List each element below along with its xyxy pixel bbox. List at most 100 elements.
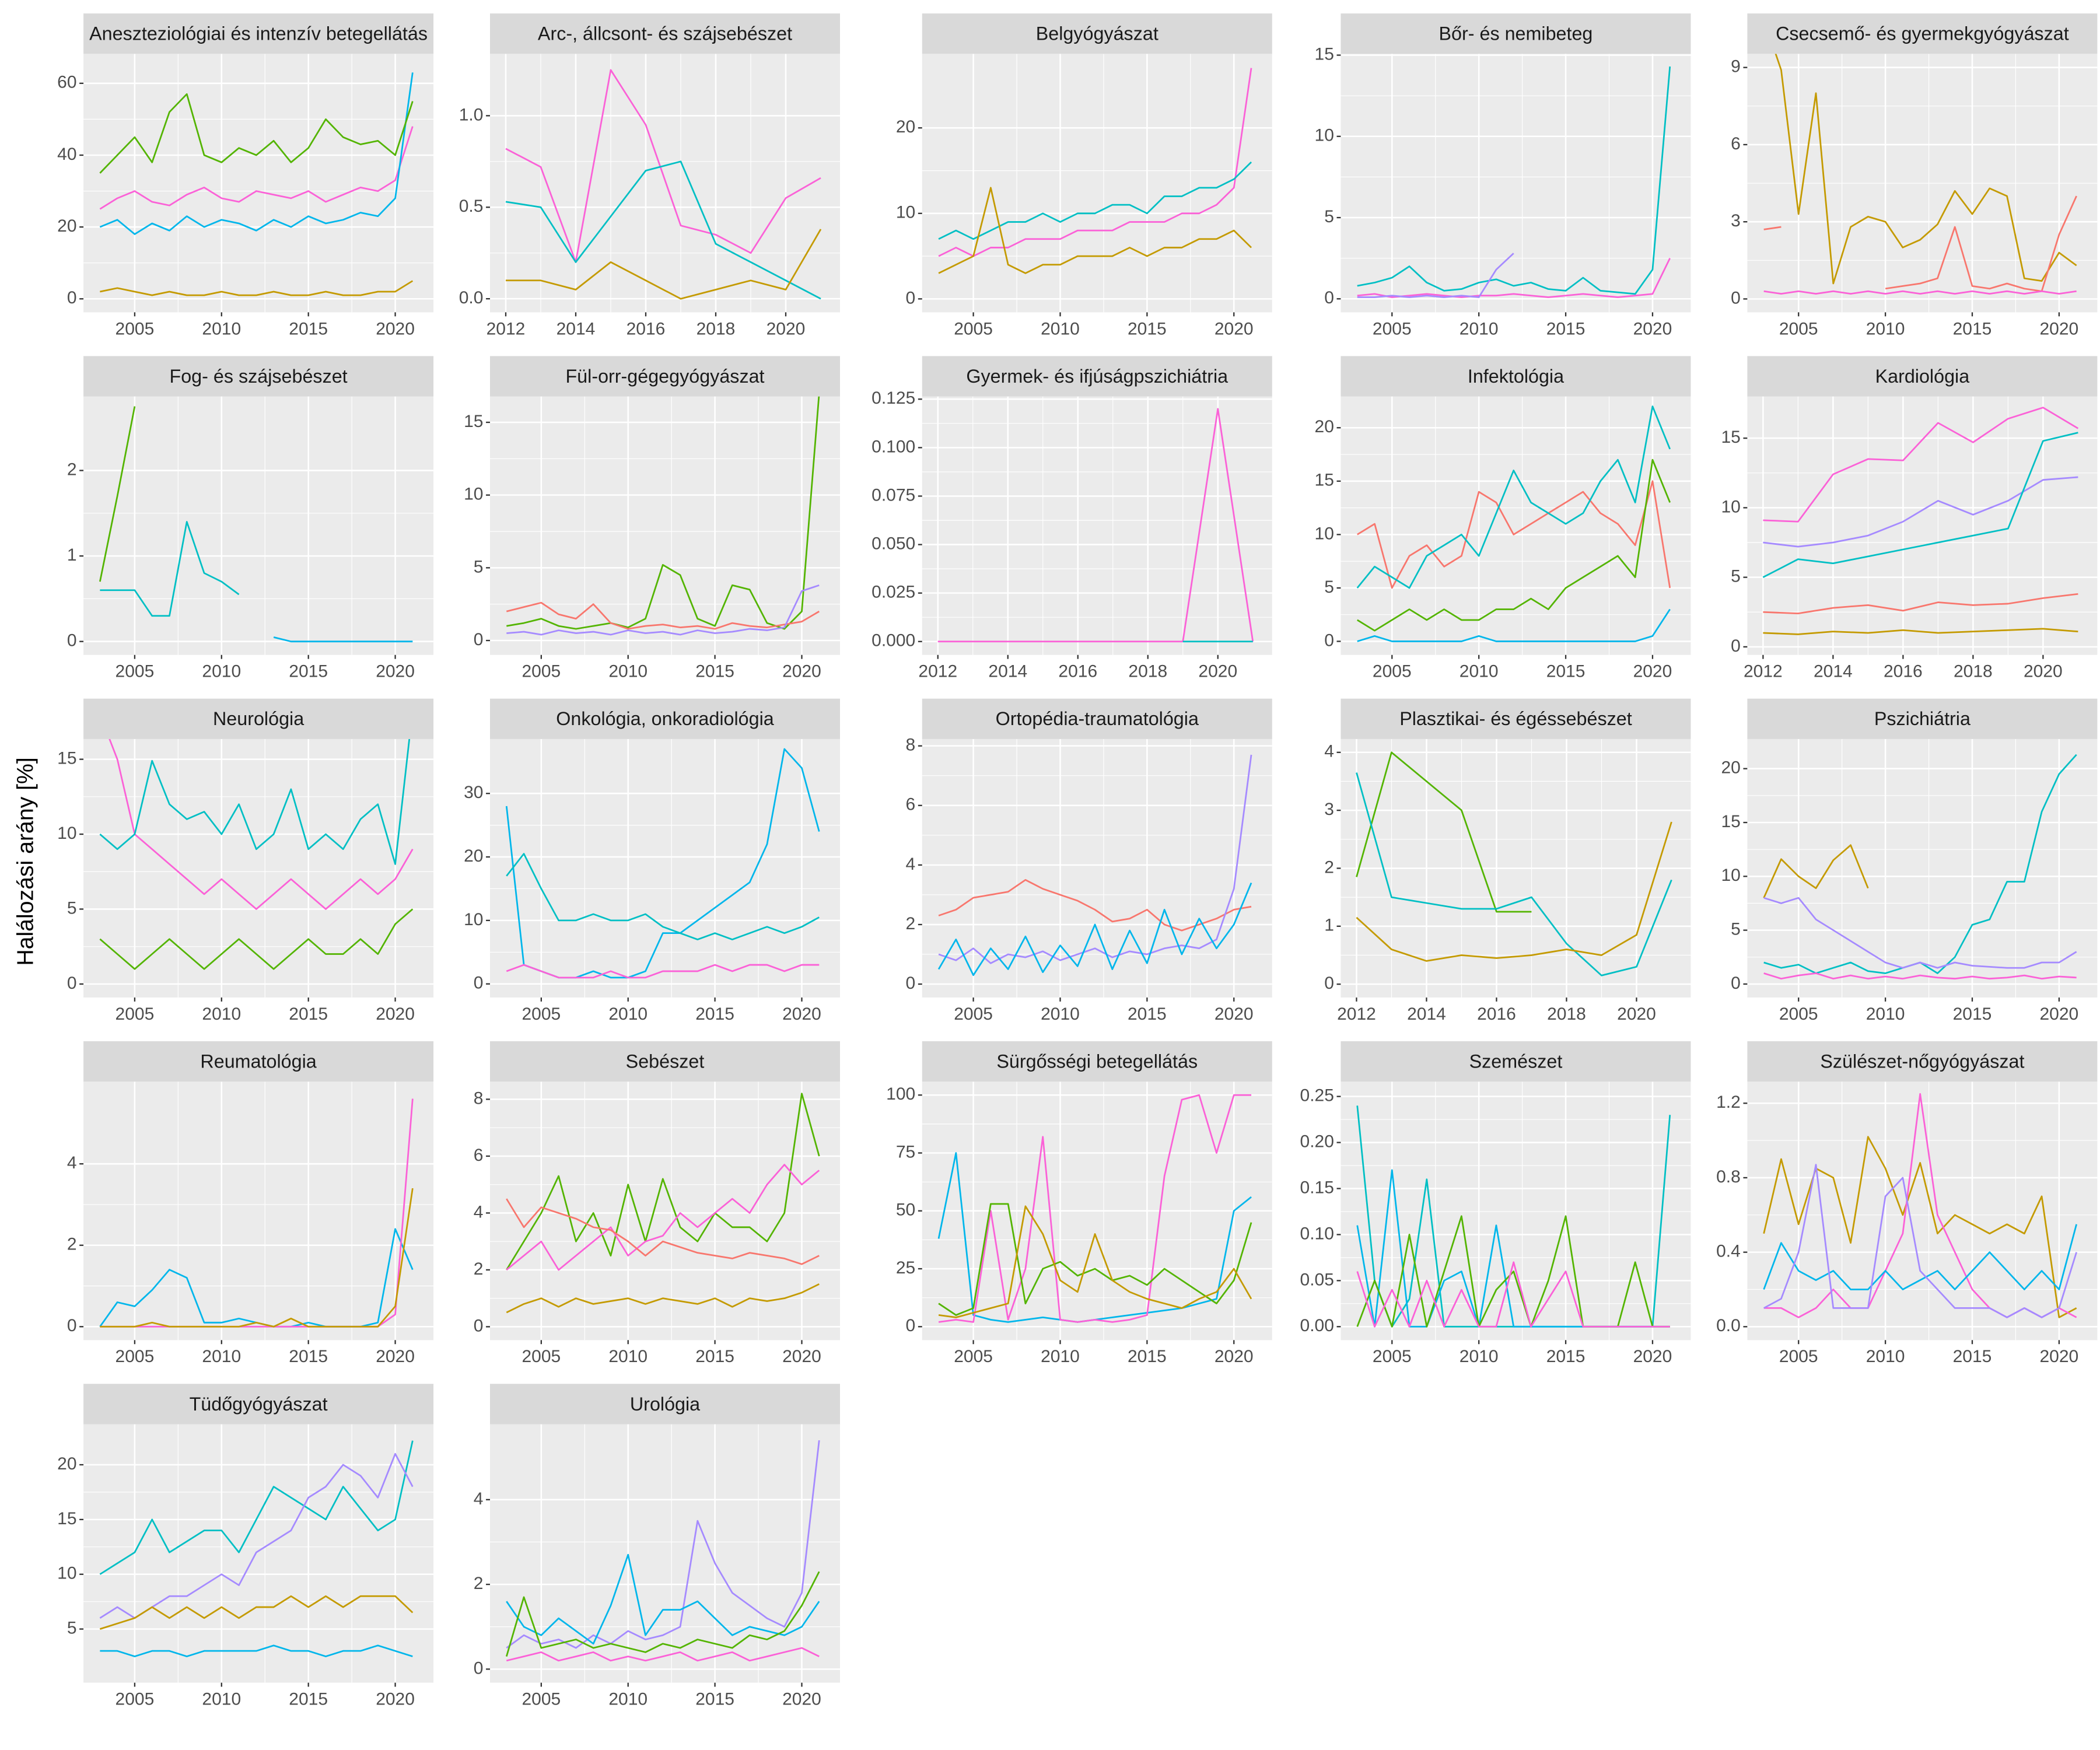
strip	[490, 1384, 840, 1424]
plot-area	[937, 408, 1254, 643]
y-tick-label: 0	[1731, 636, 1741, 656]
strip-title: Ortopédia-traumatológia	[996, 708, 1199, 729]
series-line	[506, 601, 820, 630]
y-axis-title: Halálozási arány [%]	[13, 757, 38, 965]
x-tick-label: 2020	[1633, 1347, 1672, 1366]
strip-title: Arc-, állcsont- és szájsebészet	[538, 23, 792, 44]
x-tick-label: 2005	[1373, 319, 1412, 338]
x-tick-label: 2015	[289, 662, 328, 681]
x-tick-label: 2016	[1884, 662, 1923, 681]
x-tick-label: 2014	[988, 662, 1027, 681]
x-tick-label: 2014	[1814, 662, 1853, 681]
x-tick-label: 2005	[954, 1005, 993, 1024]
panel-background	[490, 54, 840, 313]
series-line	[100, 1188, 414, 1328]
x-tick-label: 2016	[626, 319, 666, 338]
x-tick-label: 2020	[782, 1690, 821, 1709]
series-line	[1763, 844, 1869, 898]
panel-background	[1747, 1082, 2098, 1340]
x-tick-label: 2005	[1373, 1347, 1412, 1366]
x-tick-label: 2005	[954, 1347, 993, 1366]
series-line	[1357, 253, 1514, 298]
y-tick-label: 4	[1324, 742, 1334, 761]
panel: 0 1 2 3 4 2012 2014 2016 2018 2020 Plasztikai- és …	[1324, 698, 1691, 1024]
y-tick-label: 0.15	[1300, 1178, 1334, 1197]
series-line	[1356, 405, 1671, 589]
y-tick-label: 0	[474, 974, 484, 993]
x-tick-label: 2020	[782, 662, 821, 681]
series-line	[506, 1553, 820, 1645]
y-tick-label: 50	[896, 1200, 915, 1220]
series-line	[1763, 972, 2077, 980]
panel: 0 10 20 30 2005 2010 2015 2020 Onkológia, onkora…	[464, 698, 840, 1024]
y-tick-label: 20	[57, 1454, 76, 1474]
x-tick-label: 2005	[116, 1005, 155, 1024]
plot-area	[506, 396, 820, 636]
strip-title: Csecsemő- és gyermekgyógyászat	[1776, 23, 2069, 44]
strip	[1747, 698, 2098, 739]
x-tick-label: 2010	[1460, 319, 1499, 338]
x-tick-label: 2020	[2040, 1005, 2079, 1024]
x-tick-label: 2010	[608, 662, 648, 681]
strip	[83, 698, 434, 739]
series-line	[938, 1094, 1252, 1323]
y-tick-label: 0	[474, 1316, 484, 1335]
x-tick-label: 2005	[954, 319, 993, 338]
series-line	[1356, 821, 1672, 962]
y-tick-label: 40	[57, 145, 76, 164]
x-tick-label: 2005	[116, 1347, 155, 1366]
panel-background	[83, 1082, 434, 1340]
series-line	[506, 1647, 820, 1662]
plot-area	[937, 1094, 1252, 1323]
series-line	[938, 1203, 1252, 1316]
strip	[490, 13, 840, 54]
x-tick-label: 2010	[1041, 1347, 1080, 1366]
x-tick-label: 2020	[2040, 1347, 2079, 1366]
strip-title: Infektológia	[1468, 366, 1564, 387]
y-tick-label: 0.0	[1716, 1316, 1741, 1335]
series-line	[99, 406, 136, 582]
series-line	[506, 1198, 820, 1265]
x-tick-label: 2015	[1546, 319, 1586, 338]
strip-title: Reumatológia	[200, 1051, 316, 1072]
panel: 0 3 6 9 2005 2010 2015 2020 Csecsemő- és gyermek…	[1731, 13, 2098, 338]
y-tick-label: 0.075	[872, 485, 915, 505]
y-tick-label: 2	[474, 1259, 484, 1279]
strip	[83, 1041, 434, 1082]
series-line	[506, 1093, 820, 1270]
panel-background	[1340, 54, 1691, 313]
series-line	[273, 636, 413, 643]
y-tick-label: 20	[1315, 417, 1334, 436]
y-tick-label: 0.00	[1300, 1316, 1334, 1335]
x-tick-label: 2020	[376, 662, 415, 681]
x-tick-label: 2014	[556, 319, 596, 338]
x-tick-label: 2015	[1953, 319, 1992, 338]
y-tick-label: 75	[896, 1142, 915, 1161]
panel: 0 5 10 15 2005 2010 2015 2020 Fül-orr-gégegyógyá…	[464, 356, 840, 681]
series-line	[99, 93, 414, 174]
series-line	[1763, 628, 2078, 635]
y-tick-label: 0	[1324, 974, 1334, 993]
x-tick-label: 2015	[695, 1690, 734, 1709]
series-line	[1357, 480, 1671, 589]
y-tick-label: 5	[474, 557, 484, 576]
y-tick-label: 5	[1324, 207, 1334, 226]
y-tick-label: 15	[1315, 471, 1334, 490]
panel-background	[83, 396, 434, 655]
panel: 0 25 50 75 100 2005 2010 2015 2020 Sürgősségi bet…	[886, 1041, 1272, 1366]
strip-title: Onkológia, onkoradiológia	[556, 708, 774, 729]
plot-area	[505, 69, 822, 300]
series-line	[100, 1644, 413, 1657]
plot-area	[1356, 405, 1671, 642]
series-line	[1357, 608, 1671, 642]
plot-area	[1356, 1105, 1671, 1328]
y-tick-label: 10	[1721, 866, 1740, 885]
x-tick-label: 2010	[1866, 319, 1905, 338]
plot-area	[506, 1093, 820, 1314]
y-tick-label: 0.5	[459, 197, 484, 216]
series-line	[938, 68, 1252, 257]
strip-title: Belgyógyászat	[1036, 23, 1158, 44]
y-tick-label: 8	[906, 736, 916, 755]
series-line	[937, 408, 1254, 643]
